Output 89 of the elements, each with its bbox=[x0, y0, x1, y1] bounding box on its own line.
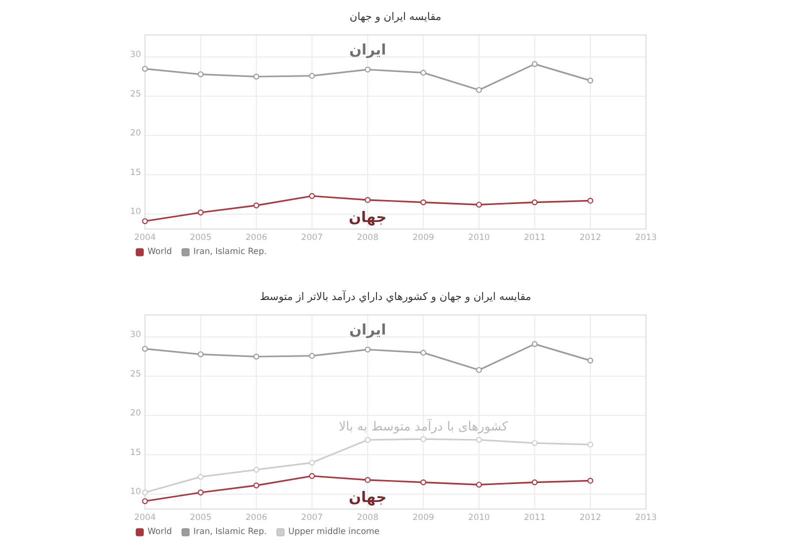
x-tick: 2008 bbox=[356, 513, 378, 523]
x-tick: 2008 bbox=[356, 233, 378, 243]
y-tick: 20 bbox=[130, 128, 141, 139]
point bbox=[476, 367, 482, 373]
legend-label: World bbox=[148, 247, 172, 257]
title: مقایسه ایران و جهان bbox=[350, 11, 442, 23]
x-tick: 2010 bbox=[468, 513, 490, 523]
point bbox=[532, 440, 538, 446]
x-tick: 2011 bbox=[524, 513, 546, 523]
x-tick: 2005 bbox=[190, 233, 212, 243]
annotation: جهان bbox=[348, 210, 387, 226]
point bbox=[198, 71, 204, 78]
x-tick: 2007 bbox=[301, 513, 323, 523]
y-tick: 15 bbox=[130, 168, 141, 178]
point bbox=[142, 490, 148, 496]
point bbox=[142, 346, 148, 352]
annotation: جهان bbox=[348, 490, 387, 506]
point bbox=[532, 479, 538, 486]
point bbox=[587, 442, 594, 448]
point bbox=[476, 482, 482, 488]
y-tick: 30 bbox=[130, 330, 141, 340]
point bbox=[309, 72, 315, 79]
x-tick: 2009 bbox=[412, 513, 434, 523]
point bbox=[476, 436, 482, 443]
point bbox=[364, 436, 371, 443]
x-tick: 2006 bbox=[246, 513, 268, 523]
point bbox=[364, 346, 371, 353]
y-tick: 30 bbox=[130, 50, 141, 60]
point bbox=[364, 66, 371, 73]
point bbox=[532, 61, 538, 68]
point bbox=[253, 202, 260, 208]
legend-label: World bbox=[148, 527, 172, 537]
point bbox=[309, 193, 315, 199]
point bbox=[420, 70, 426, 76]
point bbox=[142, 218, 148, 224]
point bbox=[142, 66, 148, 72]
annotation: ایران bbox=[349, 42, 386, 59]
point bbox=[476, 202, 482, 208]
point bbox=[198, 351, 204, 358]
x-tick: 2006 bbox=[246, 233, 268, 243]
point bbox=[587, 78, 594, 84]
x-tick: 2013 bbox=[635, 513, 657, 523]
point bbox=[309, 473, 315, 479]
point bbox=[253, 74, 260, 80]
title: مقایسه ایران و جهان و کشورهاي داراي درآمد بالاتر از متوسط bbox=[260, 291, 532, 303]
x-tick: 2004 bbox=[134, 233, 156, 243]
point bbox=[532, 341, 538, 348]
x-tick: 2013 bbox=[635, 233, 657, 243]
point bbox=[532, 199, 538, 206]
x-tick: 2011 bbox=[524, 233, 546, 243]
x-tick: 2010 bbox=[468, 233, 490, 243]
point bbox=[198, 490, 204, 496]
point bbox=[420, 479, 426, 486]
y-tick: 20 bbox=[130, 408, 141, 419]
y-tick: 25 bbox=[130, 89, 141, 100]
x-tick: 2007 bbox=[301, 233, 323, 243]
legend-item: World bbox=[136, 247, 172, 257]
x-tick: 2009 bbox=[412, 233, 434, 243]
legend-item: Upper middle income bbox=[276, 527, 380, 537]
point bbox=[587, 478, 594, 484]
point bbox=[253, 354, 260, 360]
point bbox=[253, 482, 260, 488]
y-tick: 10 bbox=[130, 487, 141, 498]
point bbox=[587, 198, 594, 204]
point bbox=[309, 352, 315, 359]
point bbox=[198, 474, 204, 480]
annotation: کشورهای با درآمد متوسط به بالا bbox=[338, 418, 508, 434]
y-tick: 25 bbox=[130, 369, 141, 380]
point bbox=[476, 87, 482, 93]
point bbox=[420, 199, 426, 206]
x-tick: 2005 bbox=[190, 513, 212, 523]
y-tick: 10 bbox=[130, 207, 141, 218]
point bbox=[587, 358, 594, 364]
point bbox=[309, 460, 315, 466]
point bbox=[253, 466, 260, 473]
legend-item: Iran, Islamic Rep. bbox=[182, 247, 267, 257]
x-tick: 2004 bbox=[134, 513, 156, 523]
x-tick: 2012 bbox=[580, 233, 602, 243]
point bbox=[420, 436, 426, 442]
legend-item: Iran, Islamic Rep. bbox=[182, 527, 267, 537]
point bbox=[364, 196, 371, 203]
annotation: ایران bbox=[349, 322, 386, 339]
legend-item: World bbox=[136, 527, 172, 537]
point bbox=[420, 350, 426, 356]
point bbox=[364, 476, 371, 483]
point bbox=[198, 210, 204, 216]
y-tick: 15 bbox=[130, 448, 141, 458]
x-tick: 2012 bbox=[580, 513, 602, 523]
point bbox=[142, 498, 148, 504]
